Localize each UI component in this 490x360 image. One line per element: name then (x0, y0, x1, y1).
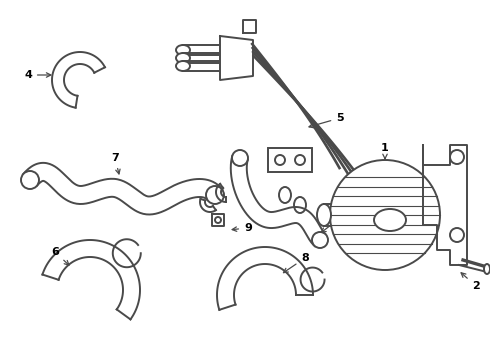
Polygon shape (23, 163, 222, 215)
Ellipse shape (374, 209, 406, 231)
Polygon shape (52, 52, 105, 108)
Text: 6: 6 (51, 247, 69, 265)
Text: 8: 8 (283, 253, 309, 273)
Ellipse shape (176, 61, 190, 71)
Circle shape (215, 217, 221, 223)
Ellipse shape (21, 171, 39, 189)
Circle shape (450, 228, 464, 242)
Polygon shape (217, 247, 313, 310)
Circle shape (275, 155, 285, 165)
Bar (268, 148, 312, 172)
Polygon shape (200, 199, 216, 212)
Polygon shape (43, 240, 140, 319)
Text: 5: 5 (309, 113, 344, 128)
Ellipse shape (312, 232, 328, 248)
Circle shape (295, 155, 305, 165)
Ellipse shape (279, 187, 291, 203)
Ellipse shape (317, 204, 331, 226)
Ellipse shape (330, 160, 440, 270)
Text: 4: 4 (24, 70, 51, 80)
Ellipse shape (176, 53, 190, 63)
Polygon shape (243, 20, 256, 33)
Text: 1: 1 (381, 143, 389, 159)
Ellipse shape (176, 45, 190, 55)
Polygon shape (220, 36, 253, 80)
Text: 7: 7 (111, 153, 120, 174)
Ellipse shape (206, 186, 224, 204)
Polygon shape (212, 214, 224, 226)
Text: 3: 3 (321, 213, 344, 233)
Polygon shape (216, 184, 226, 202)
Text: 2: 2 (461, 273, 480, 291)
Ellipse shape (294, 197, 306, 213)
Ellipse shape (232, 150, 248, 166)
Ellipse shape (484, 264, 490, 274)
Circle shape (450, 150, 464, 164)
Text: 9: 9 (232, 223, 252, 233)
Polygon shape (231, 156, 325, 246)
Polygon shape (423, 145, 467, 265)
